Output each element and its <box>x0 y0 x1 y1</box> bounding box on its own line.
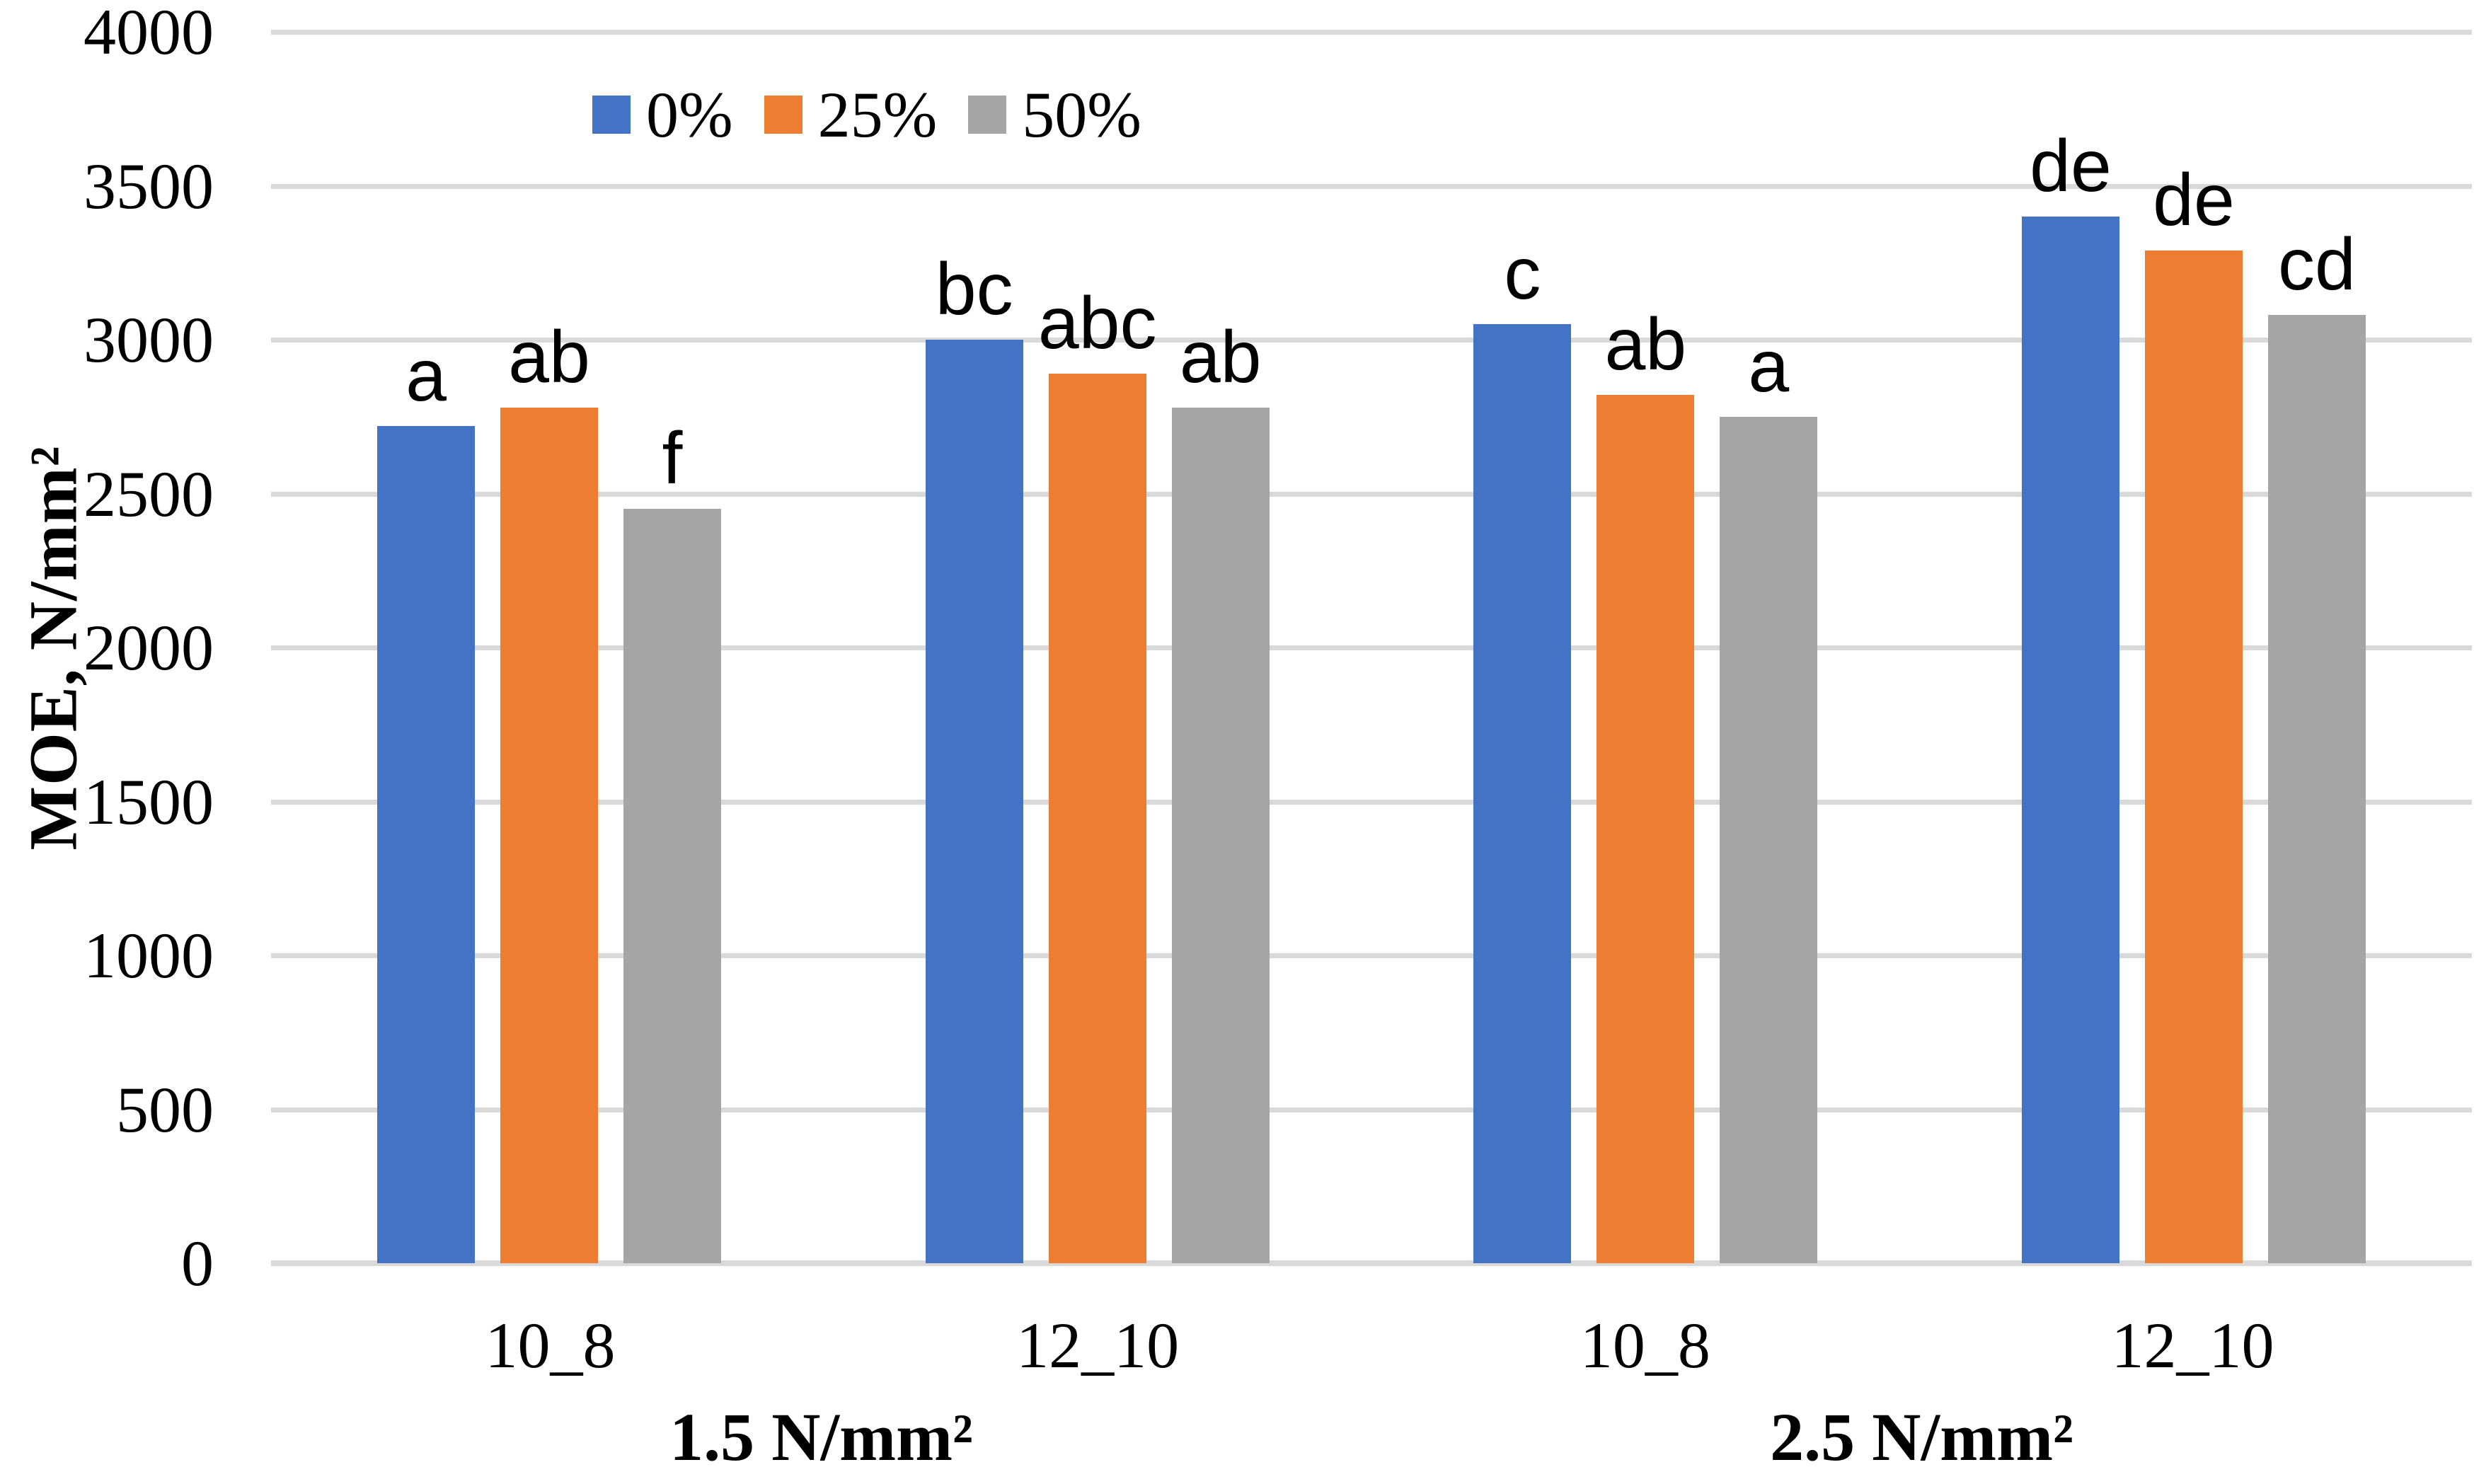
legend-label: 25% <box>817 79 938 151</box>
significance-letter: f <box>662 418 683 500</box>
axis-group-label-left: 1.5 N/mm² <box>669 1399 973 1475</box>
significance-letter: bc <box>935 248 1013 330</box>
significance-letter: ab <box>1179 316 1262 398</box>
axis-group-labels: 1.5 N/mm² 2.5 N/mm² <box>271 1398 2472 1476</box>
bar-slot: de <box>2021 32 2119 1263</box>
plot-area: a ab f bc abc ab c ab a de de cd <box>271 30 2472 1266</box>
bar-cluster-3: c ab a <box>1473 32 1818 1263</box>
gridline-4000 <box>271 30 2472 35</box>
gridline-1000 <box>271 953 2472 958</box>
bar-50%-10_8 <box>1720 416 1818 1263</box>
category-label-1: 10_8 <box>485 1309 616 1381</box>
bar-slot: ab <box>1597 32 1695 1263</box>
y-tick-label-500: 500 <box>116 1073 214 1146</box>
bar-slot: a <box>377 32 475 1263</box>
bar-slot: abc <box>1038 32 1157 1263</box>
bar-0%-10_8 <box>1473 324 1572 1263</box>
x-axis-line <box>271 1260 2472 1266</box>
bar-0%-12_10 <box>925 340 1023 1263</box>
bar-cluster-1: a ab f <box>377 32 721 1263</box>
y-tick-label-1500: 1500 <box>84 765 214 838</box>
bar-clusters: a ab f bc abc ab c ab a de de cd <box>271 32 2472 1263</box>
gridline-1500 <box>271 799 2472 805</box>
legend-item-0%: 0% <box>592 82 733 147</box>
category-label-2: 12_10 <box>1016 1309 1180 1381</box>
legend-swatch-icon <box>968 96 1007 134</box>
bar-0%-12_10 <box>2021 217 2119 1263</box>
bar-slot: ab <box>1171 32 1270 1263</box>
bar-cluster-4: de de cd <box>2021 32 2366 1263</box>
significance-letter: ab <box>508 316 590 398</box>
y-tick-label-3000: 3000 <box>84 304 214 376</box>
category-axis-labels: 10_8 12_10 10_8 12_10 <box>271 1308 2472 1383</box>
bar-50%-12_10 <box>1171 407 1270 1263</box>
y-tick-label-4000: 4000 <box>84 0 214 68</box>
bar-cluster-2: bc abc ab <box>925 32 1270 1263</box>
legend-item-25%: 25% <box>764 79 938 151</box>
significance-letter: abc <box>1037 282 1157 364</box>
significance-letter: c <box>1504 233 1541 316</box>
legend-label: 50% <box>1022 79 1141 151</box>
bar-50%-12_10 <box>2267 315 2366 1263</box>
category-label-3: 10_8 <box>1580 1309 1710 1381</box>
legend-item-50%: 50% <box>968 82 1141 147</box>
legend-swatch-icon <box>764 96 802 134</box>
bar-25%-12_10 <box>2144 250 2243 1263</box>
bar-slot: de <box>2144 32 2243 1263</box>
bar-25%-10_8 <box>1597 395 1695 1263</box>
legend-label: 0% <box>646 79 733 151</box>
y-tick-label-3500: 3500 <box>84 149 214 222</box>
bar-25%-10_8 <box>500 407 598 1263</box>
gridline-2000 <box>271 645 2472 650</box>
y-tick-label-0: 0 <box>181 1227 214 1299</box>
bar-25%-12_10 <box>1048 373 1146 1263</box>
y-tick-label-2000: 2000 <box>84 611 214 684</box>
bar-50%-10_8 <box>623 509 721 1263</box>
bar-slot: ab <box>500 32 598 1263</box>
bar-slot: a <box>1720 32 1818 1263</box>
y-tick-label-2500: 2500 <box>84 457 214 530</box>
gridline-3500 <box>271 183 2472 189</box>
axis-group-label-right: 2.5 N/mm² <box>1770 1399 2073 1475</box>
legend: 0% 25% 50% <box>592 82 1141 147</box>
bar-slot: c <box>1473 32 1572 1263</box>
significance-letter: a <box>1748 325 1790 408</box>
legend-swatch-icon <box>592 96 631 134</box>
significance-letter: ab <box>1604 304 1687 386</box>
y-tick-label-1000: 1000 <box>84 919 214 991</box>
bar-slot: cd <box>2267 32 2366 1263</box>
bar-slot: bc <box>925 32 1023 1263</box>
gridline-500 <box>271 1107 2472 1112</box>
gridline-2500 <box>271 491 2472 497</box>
significance-letter: cd <box>2278 224 2356 306</box>
bar-0%-10_8 <box>377 425 475 1263</box>
significance-letter: de <box>2030 125 2112 207</box>
category-label-4: 12_10 <box>2111 1309 2274 1381</box>
gridline-3000 <box>271 338 2472 343</box>
bar-slot: f <box>623 32 721 1263</box>
significance-letter: a <box>405 334 447 417</box>
significance-letter: de <box>2153 159 2235 241</box>
